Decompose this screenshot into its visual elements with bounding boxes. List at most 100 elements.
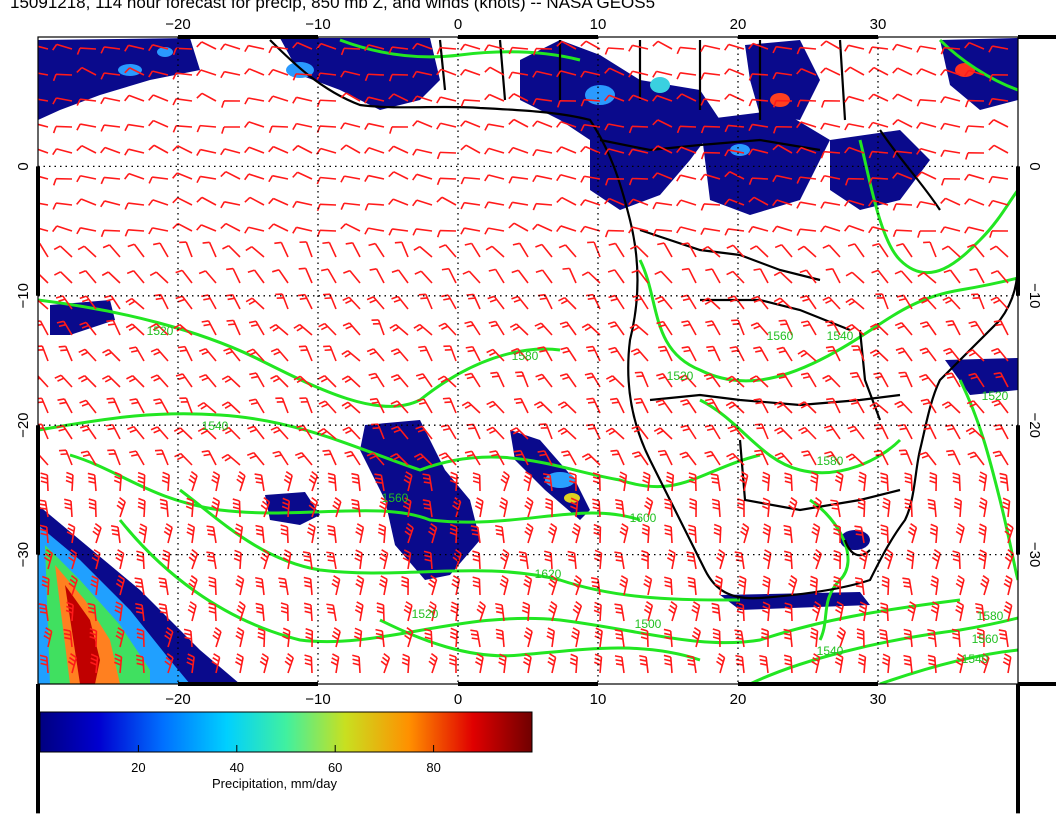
wind-barb [220,170,241,180]
wind-barb [749,245,769,258]
wind-barb [941,245,961,258]
wind-barb [774,244,793,258]
wind-barb [978,471,988,492]
wind-barb [268,174,289,183]
wind-barb [364,227,385,235]
wind-barb [486,426,505,440]
wind-barb [532,97,553,106]
wind-barb [124,148,145,156]
wind-barb [967,243,985,258]
wind-barb [923,241,937,258]
wind-barb [844,146,865,154]
wind-barb [952,472,961,492]
wind-barb [498,653,507,674]
wind-barb [100,46,121,54]
wind-barb [657,449,673,466]
wind-barb [796,99,817,108]
wind-barb [844,44,865,52]
wind-barb [371,423,385,440]
lat-tick-left: 0 [15,162,32,170]
wind-barb [418,345,433,362]
wind-barb [438,244,457,258]
wind-barb [706,345,721,362]
wind-barb [246,348,265,362]
wind-barb [643,601,654,622]
wind-barb [331,627,341,648]
wind-barb [652,145,673,154]
wind-barb [129,450,145,466]
wind-barb [532,70,553,78]
wind-barb [892,93,913,102]
wind-barb [847,243,865,258]
wind-barb [484,174,505,182]
wind-barb [641,523,650,544]
wind-barb [106,319,121,336]
wind-barb [220,201,241,209]
wind-barb [244,68,265,76]
wind-barb [330,653,340,674]
wind-barb [892,172,913,180]
wind-barb [859,549,869,570]
wind-barb [854,577,865,596]
wind-barb [76,144,97,154]
wind-barb [327,524,337,544]
wind-barb [726,270,745,284]
wind-barb [586,397,601,414]
wind-barb [484,123,505,131]
wind-barb [66,523,76,544]
colorbar-tick-label: 20 [131,760,146,775]
wind-barb [341,375,361,388]
wind-barb [511,269,529,284]
wind-barb [293,375,313,388]
wind-barb [608,294,625,310]
wind-barb [484,227,505,235]
wind-barb [836,627,847,648]
wind-barb [38,242,49,258]
wind-barb [822,296,841,310]
wind-barb [844,177,865,186]
wind-barb [989,245,1009,258]
wind-barb [388,171,409,180]
wind-barb [657,242,673,258]
wind-barb [292,41,313,50]
wind-barb [460,120,481,128]
contour-label: 1560 [767,329,794,343]
wind-barb [249,372,265,388]
wind-barb [710,473,721,492]
wind-barb [921,423,937,440]
wind-barb [608,242,625,258]
wind-barb [882,497,891,518]
wind-barb [614,629,625,648]
wind-barb [845,298,865,310]
wind-barb [260,497,271,518]
wind-barb [364,203,385,211]
wind-barb [809,575,818,596]
wind-barb [796,68,817,76]
wind-barb [39,654,49,674]
wind-barb [124,44,145,52]
wind-barb [725,375,745,388]
wind-barb [197,402,217,414]
wind-barb [753,346,769,362]
wind-barb [811,653,821,674]
wind-barb [556,99,577,108]
wind-barb [441,267,457,284]
wind-barb [509,427,529,440]
wind-barb [955,653,965,674]
wind-barb [778,319,793,336]
wind-barb [371,319,385,336]
wind-barb [586,345,601,362]
wind-barb [268,197,289,206]
wind-barb [232,498,241,518]
wind-barb [783,550,793,570]
wind-barb [246,451,265,466]
wind-barb [244,196,265,206]
wind-barb [374,473,385,492]
wind-barb [148,94,169,102]
wind-barb [894,270,913,284]
wind-barb [898,449,913,466]
wind-barb [52,125,73,134]
wind-barb [951,628,961,648]
wind-barb [79,321,97,336]
wind-barb [486,348,505,362]
